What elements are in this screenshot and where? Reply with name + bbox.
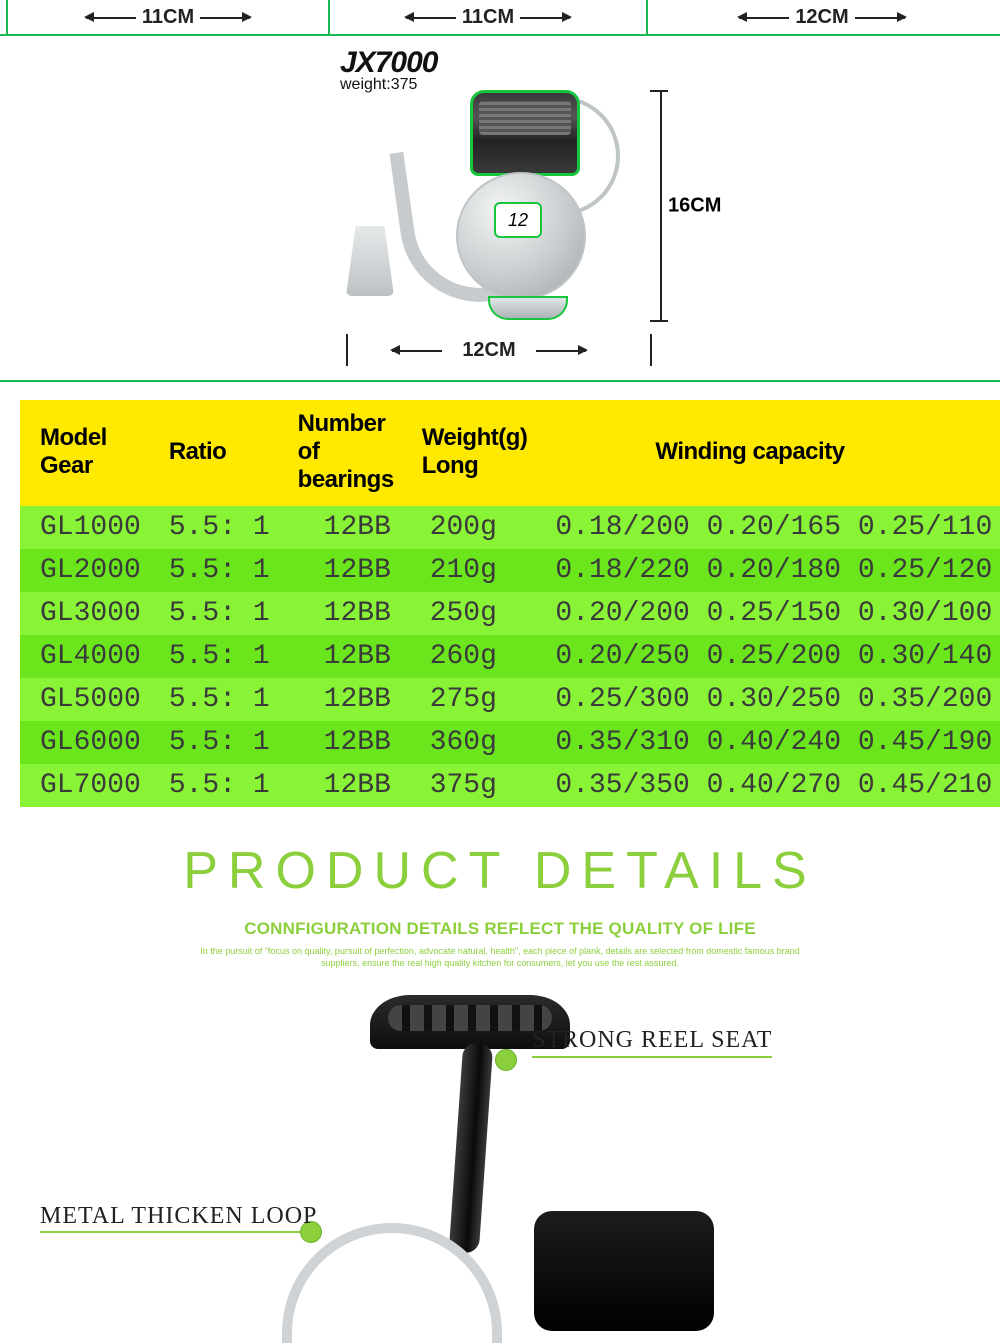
cell-bearings: 12BB <box>278 678 402 721</box>
dimension-row: 11CM 11CM 12CM <box>0 0 1000 36</box>
table-row: GL10005.5: 112BB200g0.18/200 0.20/165 0.… <box>20 506 1000 549</box>
cell-model: GL6000 <box>20 721 149 764</box>
dim-cell-1: 11CM <box>6 0 330 34</box>
table-row: GL60005.5: 112BB360g0.35/310 0.40/240 0.… <box>20 721 1000 764</box>
cell-ratio: 5.5: 1 <box>149 549 278 592</box>
cell-bearings: 12BB <box>278 549 402 592</box>
cell-model: GL2000 <box>20 549 149 592</box>
spec-table: Model Gear Ratio Number of bearings Weig… <box>20 400 1000 807</box>
callout-lead-thicken-loop <box>40 1231 300 1233</box>
dim-label-2: 11CM <box>406 6 570 29</box>
table-row: GL50005.5: 112BB275g0.25/300 0.30/250 0.… <box>20 678 1000 721</box>
spec-table-header: Model Gear Ratio Number of bearings Weig… <box>20 400 1000 506</box>
cell-winding: 0.25/300 0.30/250 0.35/200 <box>535 678 1000 721</box>
cell-bearings: 12BB <box>278 592 402 635</box>
table-row: GL70005.5: 112BB375g0.35/350 0.40/270 0.… <box>20 764 1000 807</box>
cell-ratio: 5.5: 1 <box>149 506 278 549</box>
cell-weight: 250g <box>402 592 536 635</box>
cell-model: GL7000 <box>20 764 149 807</box>
cell-winding: 0.18/220 0.20/180 0.25/120 <box>535 549 1000 592</box>
details-subtitle: CONNFIGURATION DETAILS REFLECT THE QUALI… <box>0 919 1000 939</box>
cell-weight: 260g <box>402 635 536 678</box>
product-details-section: PRODUCT DETAILS CONNFIGURATION DETAILS R… <box>0 841 1000 1309</box>
cell-ratio: 5.5: 1 <box>149 764 278 807</box>
cell-ratio: 5.5: 1 <box>149 635 278 678</box>
cell-ratio: 5.5: 1 <box>149 678 278 721</box>
table-row: GL30005.5: 112BB250g0.20/200 0.25/150 0.… <box>20 592 1000 635</box>
table-row: GL40005.5: 112BB260g0.20/250 0.25/200 0.… <box>20 635 1000 678</box>
col-model: Model Gear <box>20 400 149 506</box>
product-model: JX7000 <box>330 46 648 80</box>
dim-label-3: 12CM <box>739 6 904 29</box>
cell-ratio: 5.5: 1 <box>149 721 278 764</box>
dim-label-1: 11CM <box>86 6 250 29</box>
cell-winding: 0.20/250 0.25/200 0.30/140 <box>535 635 1000 678</box>
cell-bearings: 12BB <box>278 764 402 807</box>
cell-model: GL1000 <box>20 506 149 549</box>
cell-ratio: 5.5: 1 <box>149 592 278 635</box>
col-winding: Winding capacity <box>535 400 1000 506</box>
detail-illustration: STRONG REEL SEAT METAL THICKEN LOOP <box>0 989 1000 1309</box>
bottom-width-label: 12CM <box>462 339 515 361</box>
cell-winding: 0.20/200 0.25/150 0.30/100 <box>535 592 1000 635</box>
cell-winding: 0.18/200 0.20/165 0.25/110 <box>535 506 1000 549</box>
reel-illustration: 12 <box>360 86 600 346</box>
table-row: GL20005.5: 112BB210g0.18/220 0.20/180 0.… <box>20 549 1000 592</box>
bearing-badge: 12 <box>494 202 542 238</box>
product-diagram: JX7000 weight:375 12 16CM 12CM <box>0 36 1000 382</box>
col-weight: Weight(g) Long <box>402 400 536 506</box>
cell-weight: 375g <box>402 764 536 807</box>
dim-cell-3: 12CM <box>648 0 998 34</box>
cell-model: GL5000 <box>20 678 149 721</box>
details-title: PRODUCT DETAILS <box>0 841 1000 901</box>
cell-weight: 275g <box>402 678 536 721</box>
cell-bearings: 12BB <box>278 506 402 549</box>
height-bracket: 16CM <box>654 90 714 322</box>
callout-thicken-loop: METAL THICKEN LOOP <box>40 1203 317 1230</box>
details-blurb: In the pursuit of "focus on quality, pur… <box>190 945 810 969</box>
cell-model: GL4000 <box>20 635 149 678</box>
cell-bearings: 12BB <box>278 721 402 764</box>
cell-winding: 0.35/310 0.40/240 0.45/190 <box>535 721 1000 764</box>
cell-weight: 360g <box>402 721 536 764</box>
cell-winding: 0.35/350 0.40/270 0.45/210 <box>535 764 1000 807</box>
cell-bearings: 12BB <box>278 635 402 678</box>
height-label: 16CM <box>668 195 721 218</box>
col-bearings: Number of bearings <box>278 400 402 506</box>
callout-reel-seat: STRONG REEL SEAT <box>532 1027 772 1058</box>
dim-cell-2: 11CM <box>330 0 648 34</box>
bottom-width-bracket: 12CM <box>330 330 648 370</box>
cell-model: GL3000 <box>20 592 149 635</box>
col-ratio: Ratio <box>149 400 278 506</box>
cell-weight: 200g <box>402 506 536 549</box>
cell-weight: 210g <box>402 549 536 592</box>
